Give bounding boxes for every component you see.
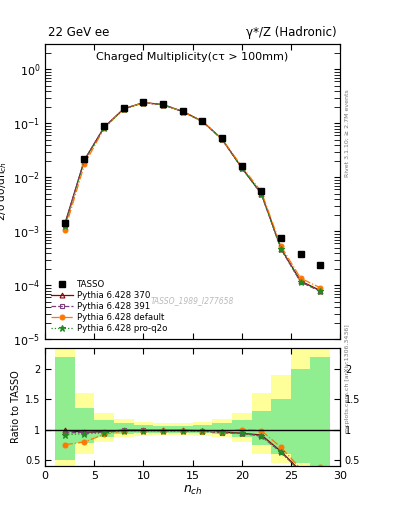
Line: TASSO: TASSO — [62, 99, 323, 268]
TASSO — [62, 220, 67, 226]
TASSO — [141, 99, 146, 105]
TASSO — [259, 188, 264, 195]
Pythia 6.428 370 — [259, 190, 264, 197]
TASSO — [82, 156, 87, 162]
TASSO — [239, 163, 244, 169]
Pythia 6.428 pro-q2o — [220, 136, 224, 142]
Pythia 6.428 default — [121, 106, 126, 112]
Pythia 6.428 default — [318, 285, 323, 291]
Pythia 6.428 370 — [102, 124, 107, 130]
Pythia 6.428 pro-q2o — [259, 191, 264, 197]
Pythia 6.428 default — [298, 275, 303, 282]
Pythia 6.428 391 — [279, 246, 283, 252]
Pythia 6.428 370 — [62, 221, 67, 227]
Pythia 6.428 391 — [180, 109, 185, 115]
TASSO — [279, 235, 283, 241]
TASSO — [318, 262, 323, 268]
Pythia 6.428 391 — [259, 191, 264, 197]
Pythia 6.428 default — [141, 100, 146, 106]
Pythia 6.428 370 — [161, 101, 165, 108]
Line: Pythia 6.428 370: Pythia 6.428 370 — [62, 100, 323, 293]
Text: TASSO_1989_I277658: TASSO_1989_I277658 — [151, 296, 234, 305]
Text: Rivet 3.1.10; ≥ 2.7M events: Rivet 3.1.10; ≥ 2.7M events — [345, 89, 350, 177]
Line: Pythia 6.428 391: Pythia 6.428 391 — [62, 100, 323, 293]
Y-axis label: Ratio to TASSO: Ratio to TASSO — [11, 370, 21, 443]
Text: Charged Multiplicity(cτ > 100mm): Charged Multiplicity(cτ > 100mm) — [96, 52, 289, 62]
Pythia 6.428 default — [259, 189, 264, 195]
Pythia 6.428 391 — [82, 157, 87, 163]
Pythia 6.428 391 — [102, 124, 107, 131]
Pythia 6.428 pro-q2o — [141, 100, 146, 106]
Pythia 6.428 default — [200, 118, 205, 124]
Pythia 6.428 pro-q2o — [298, 279, 303, 285]
TASSO — [121, 105, 126, 112]
Text: mcplots.cern.ch [arXiv:1306.3436]: mcplots.cern.ch [arXiv:1306.3436] — [345, 325, 350, 433]
TASSO — [298, 251, 303, 257]
X-axis label: $n_{ch}$: $n_{ch}$ — [183, 483, 202, 497]
Pythia 6.428 391 — [62, 222, 67, 228]
TASSO — [200, 118, 205, 124]
Pythia 6.428 pro-q2o — [62, 222, 67, 228]
Pythia 6.428 default — [161, 101, 165, 108]
Pythia 6.428 370 — [220, 136, 224, 142]
Pythia 6.428 default — [62, 227, 67, 233]
Pythia 6.428 370 — [82, 157, 87, 163]
Pythia 6.428 default — [180, 109, 185, 115]
Pythia 6.428 370 — [298, 278, 303, 284]
Pythia 6.428 default — [220, 136, 224, 142]
TASSO — [220, 135, 224, 141]
Pythia 6.428 pro-q2o — [121, 106, 126, 112]
Text: γ*/Z (Hadronic): γ*/Z (Hadronic) — [246, 26, 337, 39]
Pythia 6.428 pro-q2o — [318, 288, 323, 294]
Pythia 6.428 370 — [141, 99, 146, 105]
Line: Pythia 6.428 pro-q2o: Pythia 6.428 pro-q2o — [61, 99, 324, 294]
Pythia 6.428 391 — [200, 118, 205, 124]
Pythia 6.428 pro-q2o — [279, 246, 283, 252]
Pythia 6.428 default — [102, 125, 107, 131]
TASSO — [180, 108, 185, 114]
Pythia 6.428 370 — [200, 118, 205, 124]
Pythia 6.428 391 — [141, 100, 146, 106]
Y-axis label: 2/σ dσ/dn$_{ch}$: 2/σ dσ/dn$_{ch}$ — [0, 161, 9, 221]
Text: 22 GeV ee: 22 GeV ee — [48, 26, 110, 39]
Pythia 6.428 pro-q2o — [180, 109, 185, 115]
Pythia 6.428 391 — [298, 279, 303, 285]
Pythia 6.428 pro-q2o — [200, 118, 205, 124]
Pythia 6.428 370 — [279, 245, 283, 251]
Pythia 6.428 391 — [318, 288, 323, 294]
Pythia 6.428 pro-q2o — [161, 102, 165, 108]
Pythia 6.428 391 — [239, 165, 244, 171]
Pythia 6.428 default — [82, 161, 87, 167]
Pythia 6.428 391 — [220, 137, 224, 143]
Pythia 6.428 default — [239, 163, 244, 169]
TASSO — [161, 101, 165, 108]
Legend: TASSO, Pythia 6.428 370, Pythia 6.428 391, Pythia 6.428 default, Pythia 6.428 pr: TASSO, Pythia 6.428 370, Pythia 6.428 39… — [50, 278, 169, 335]
Pythia 6.428 370 — [180, 109, 185, 115]
Pythia 6.428 391 — [161, 101, 165, 108]
Pythia 6.428 370 — [121, 105, 126, 112]
Pythia 6.428 370 — [318, 287, 323, 293]
Pythia 6.428 391 — [121, 106, 126, 112]
Pythia 6.428 pro-q2o — [239, 165, 244, 171]
Pythia 6.428 default — [279, 243, 283, 249]
Line: Pythia 6.428 default: Pythia 6.428 default — [62, 100, 323, 290]
Pythia 6.428 pro-q2o — [82, 157, 87, 163]
Pythia 6.428 pro-q2o — [102, 124, 107, 131]
TASSO — [102, 123, 107, 130]
Pythia 6.428 370 — [239, 165, 244, 171]
